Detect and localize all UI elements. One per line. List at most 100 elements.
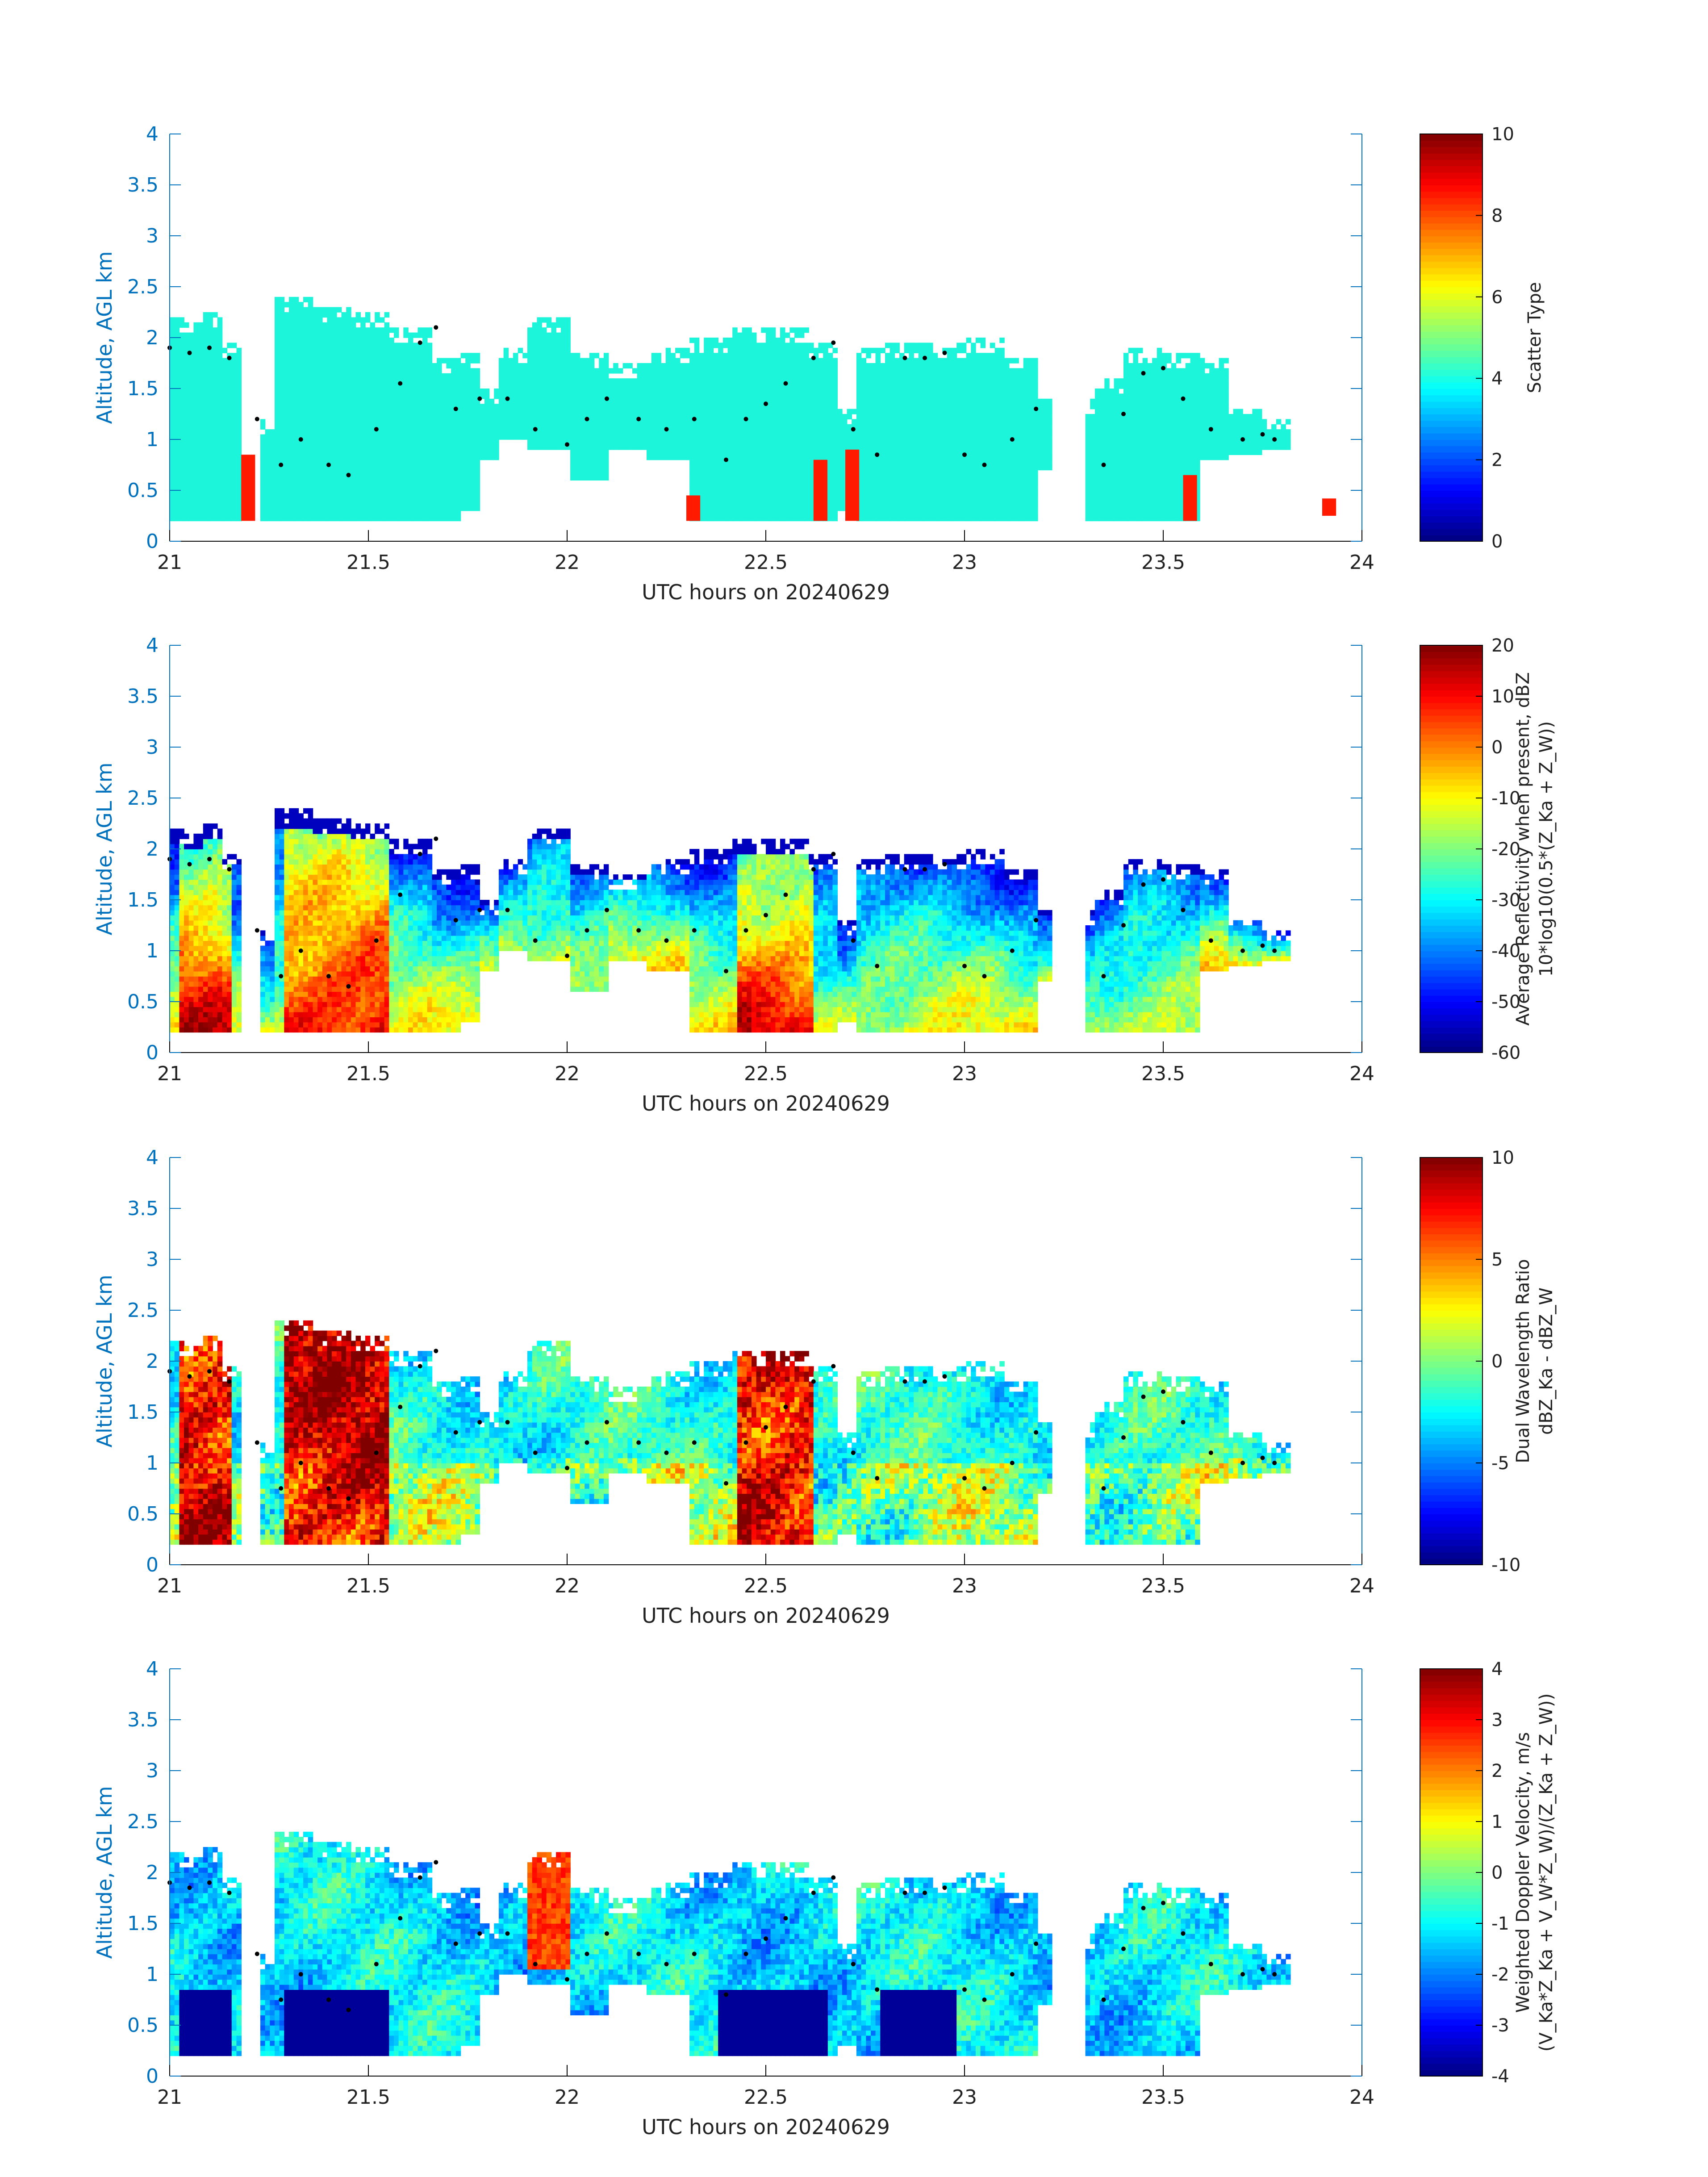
heatmap-cell [823, 389, 828, 394]
heatmap-cell [399, 368, 404, 373]
heatmap-cell [861, 495, 867, 501]
heatmap-cell [427, 424, 433, 430]
heatmap-cell [747, 516, 752, 521]
heatmap-cell [422, 343, 428, 348]
heatmap-cell [327, 435, 332, 440]
heatmap-cell [370, 327, 376, 333]
heatmap-cell [389, 429, 394, 435]
heatmap-cell [775, 429, 781, 435]
heatmap-cell [809, 409, 814, 414]
heatmap-cell [175, 363, 180, 368]
heatmap-cell [399, 495, 404, 501]
heatmap-cell [809, 450, 814, 455]
heatmap-cell [399, 485, 404, 491]
heatmap-cell [775, 389, 781, 394]
heatmap-cell [356, 516, 361, 521]
heatmap-cell [551, 368, 556, 373]
heatmap-cell [308, 333, 313, 338]
heatmap-cell [422, 389, 428, 394]
heatmap-cell [823, 424, 828, 430]
heatmap-cell [189, 429, 194, 435]
heatmap-cell [408, 343, 413, 348]
heatmap-cell [585, 429, 590, 435]
heatmap-cell [380, 439, 385, 445]
heatmap-cell [465, 399, 471, 404]
heatmap-cell [880, 511, 885, 516]
heatmap-cell [704, 511, 709, 516]
heatmap-cell [771, 389, 776, 394]
heatmap-cell [561, 419, 566, 424]
heatmap-cell [766, 506, 771, 511]
heatmap-cell [394, 368, 399, 373]
heatmap-cell [451, 399, 456, 404]
heatmap-cell [356, 353, 361, 358]
heatmap-cell [542, 393, 547, 399]
heatmap-cell [919, 506, 924, 511]
heatmap-cell [184, 384, 189, 389]
heatmap-cell [704, 404, 709, 409]
heatmap-cell [280, 414, 285, 419]
heatmap-cell [303, 455, 309, 460]
heatmap-cell [389, 495, 394, 501]
heatmap-cell [789, 338, 795, 343]
heatmap-cell [814, 384, 819, 389]
heatmap-cell [475, 490, 480, 496]
heatmap-cell [217, 465, 223, 470]
heatmap-cell [747, 343, 752, 348]
heatmap-cell [465, 465, 471, 470]
heatmap-cell [332, 307, 337, 313]
heatmap-cell [780, 516, 785, 521]
heatmap-cell [170, 358, 175, 364]
heatmap-cell [193, 338, 199, 343]
heatmap-cell [442, 404, 447, 409]
heatmap-cell [742, 511, 748, 516]
heatmap-cell [170, 490, 175, 496]
heatmap-cell [198, 378, 204, 384]
heatmap-cell [403, 455, 409, 460]
heatmap-cell [179, 439, 184, 445]
heatmap-cell [365, 480, 371, 485]
heatmap-cell [232, 389, 237, 394]
heatmap-cell [356, 338, 361, 343]
heatmap-cell [599, 404, 604, 409]
heatmap-cell [470, 373, 476, 379]
heatmap-cell [594, 384, 600, 389]
heatmap-cell [737, 480, 743, 485]
heatmap-cell [890, 393, 895, 399]
heatmap-cell [890, 460, 895, 465]
heatmap-cell [761, 373, 766, 379]
heatmap-cell [384, 501, 390, 506]
heatmap-cell [752, 389, 757, 394]
heatmap-cell [547, 384, 552, 389]
heatmap-cell [227, 439, 232, 445]
heatmap-cell [785, 460, 790, 465]
heatmap-cell [747, 338, 752, 343]
heatmap-cell [899, 480, 905, 485]
heatmap-cell [289, 343, 294, 348]
heatmap-cell [833, 470, 838, 475]
heatmap-cell [799, 343, 805, 348]
heatmap-cell [828, 419, 833, 424]
heatmap-cell [799, 368, 805, 373]
heatmap-cell [465, 414, 471, 419]
heatmap-cell [213, 455, 218, 460]
heatmap-cell [442, 419, 447, 424]
heatmap-cell [833, 368, 838, 373]
heatmap-cell [384, 409, 390, 414]
heatmap-cell [642, 439, 647, 445]
heatmap-cell [184, 363, 189, 368]
heatmap-cell [756, 506, 762, 511]
heatmap-cell [303, 317, 309, 322]
heatmap-cell [718, 485, 723, 491]
heatmap-cell [489, 450, 495, 455]
heatmap-cell [380, 490, 385, 496]
heatmap-cell [451, 439, 456, 445]
heatmap-cell [294, 450, 299, 455]
heatmap-cell [504, 429, 509, 435]
heatmap-cell [365, 470, 371, 475]
heatmap-cell [819, 404, 824, 409]
heatmap-cell [785, 439, 790, 445]
heatmap-cell [399, 348, 404, 353]
heatmap-cell [647, 444, 652, 450]
heatmap-cell [580, 424, 585, 430]
